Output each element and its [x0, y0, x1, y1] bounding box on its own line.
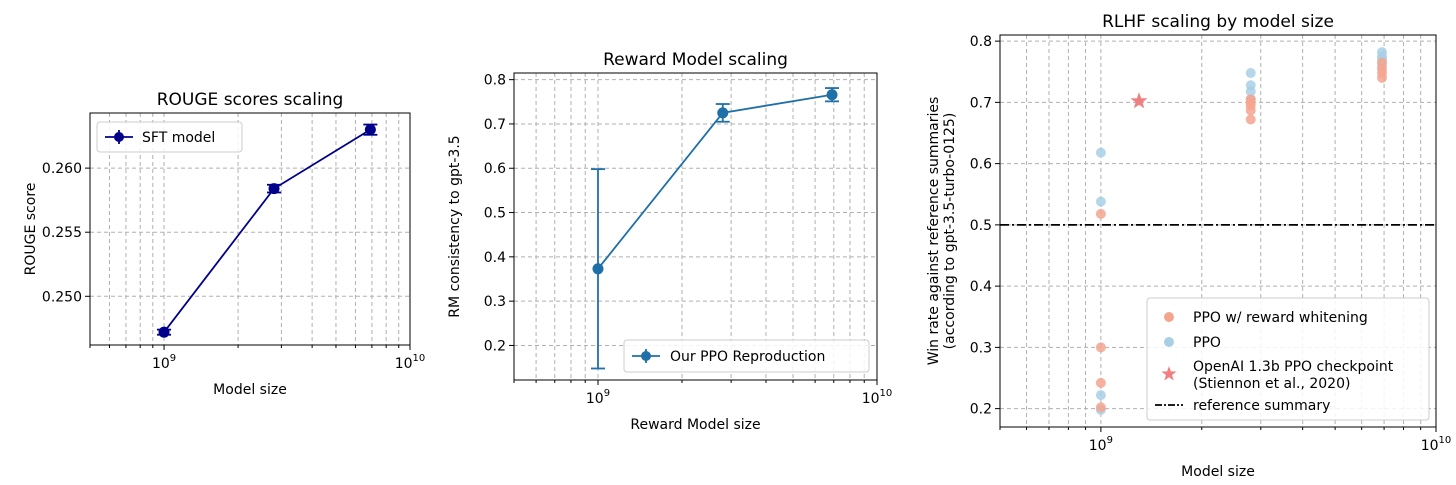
axes-frame — [999, 34, 1437, 428]
whitening-point — [1095, 402, 1106, 413]
legend-label-openai-line1: OpenAI 1.3b PPO checkpoint — [1193, 359, 1394, 375]
legend-marker-whitening — [1164, 312, 1174, 322]
x-tick-label: 1010 — [862, 388, 893, 407]
x-tick-label: 109 — [1089, 435, 1113, 454]
y-tick-label: 0.7 — [484, 117, 506, 133]
legend: SFT model — [96, 121, 243, 153]
y-tick-label: 0.5 — [484, 206, 506, 222]
series-line — [597, 93, 833, 270]
data-point — [158, 326, 170, 338]
y-tick-label: 0.3 — [484, 294, 506, 310]
data-point — [592, 263, 604, 275]
y-axis-label: ROUGE score — [23, 183, 39, 276]
x-tick-label: 1010 — [1421, 435, 1452, 454]
chart-1: 109 1010 0.250 0.255 0.260 ROUGE scores scali… — [23, 90, 425, 398]
legend: PPO w/ reward whitening PPO OpenAI 1.3b PP… — [1146, 297, 1430, 421]
y-axis-label-line1: Win rate against reference summaries — [926, 97, 942, 366]
y-tick-label: 0.8 — [484, 73, 506, 89]
data-point — [364, 124, 376, 136]
legend-label-whitening: PPO w/ reward whitening — [1193, 310, 1368, 326]
x-axis-label: Reward Model size — [630, 417, 760, 433]
chart-2: 109 1010 0.2 0.3 0.4 0.5 0.6 0.7 0.8 Reward Model… — [447, 50, 892, 433]
whitening-point — [1245, 114, 1256, 125]
chart-3: 109 1010 0.2 0.3 0.4 0.5 0.6 0.7 0.8 RLHF scaling… — [926, 12, 1451, 480]
y-tick-label: 0.5 — [970, 218, 992, 234]
x-tick-label: 109 — [152, 353, 176, 372]
x-axis-label: Model size — [213, 382, 287, 398]
legend-box — [96, 121, 243, 153]
ppo-point — [1095, 390, 1106, 401]
axes-frame — [513, 72, 878, 381]
y-tick-label: 0.6 — [484, 161, 506, 177]
whitening-point — [1095, 342, 1106, 353]
legend-label-ppo: PPO — [1193, 335, 1221, 351]
legend-box — [623, 339, 870, 373]
ppo-point — [1245, 86, 1256, 97]
ppo-point — [1095, 147, 1106, 158]
legend: Our PPO Reproduction — [623, 339, 870, 373]
y-tick-label: 0.4 — [484, 250, 506, 266]
legend-label: Our PPO Reproduction — [670, 349, 825, 365]
y-tick-label: 0.6 — [970, 157, 992, 173]
data-point — [826, 89, 838, 101]
series-line — [163, 128, 371, 333]
axes-frame — [89, 112, 411, 346]
legend-marker-ppo — [1164, 337, 1174, 347]
whitening-point — [1245, 97, 1256, 108]
legend-marker-openai — [1161, 366, 1177, 381]
y-tick-label: 0.3 — [970, 340, 992, 356]
whitening-point — [1376, 57, 1387, 68]
legend-marker — [641, 351, 651, 361]
y-tick-label: 0.7 — [970, 95, 992, 111]
ppo-point — [1095, 196, 1106, 207]
y-axis-label: RM consistency to gpt-3.5 — [447, 135, 463, 317]
ppo-point — [1245, 67, 1256, 78]
legend-label: SFT model — [142, 130, 215, 146]
legend-label-reference: reference summary — [1193, 398, 1330, 414]
x-tick-label: 109 — [586, 388, 610, 407]
data-point — [717, 107, 729, 119]
gridlines — [514, 73, 877, 380]
y-tick-label: 0.2 — [484, 338, 506, 354]
y-tick-label: 0.4 — [970, 279, 992, 295]
chart-title: Reward Model scaling — [603, 50, 788, 70]
x-tick-label: 1010 — [395, 353, 426, 372]
chart-title: ROUGE scores scaling — [157, 90, 344, 110]
whitening-point — [1095, 208, 1106, 219]
gridlines — [1000, 35, 1436, 427]
y-tick-label: 0.250 — [42, 289, 82, 305]
y-tick-label: 0.255 — [42, 225, 82, 241]
x-axis-label: Model size — [1181, 464, 1255, 480]
data-point — [268, 183, 280, 195]
legend-box — [1146, 297, 1430, 421]
legend-label-openai-line2: (Stiennon et al., 2020) — [1193, 376, 1350, 392]
y-tick-label: 0.260 — [42, 161, 82, 177]
whitening-point — [1095, 377, 1106, 388]
chart-title: RLHF scaling by model size — [1102, 12, 1334, 32]
openai-star — [1130, 92, 1148, 109]
y-tick-label: 0.2 — [970, 402, 992, 418]
legend-marker — [114, 132, 124, 142]
y-tick-label: 0.8 — [970, 34, 992, 50]
whitening-point — [1376, 67, 1387, 78]
y-axis-label-line2: (according to gpt-3.5-turbo-0125) — [942, 113, 958, 350]
